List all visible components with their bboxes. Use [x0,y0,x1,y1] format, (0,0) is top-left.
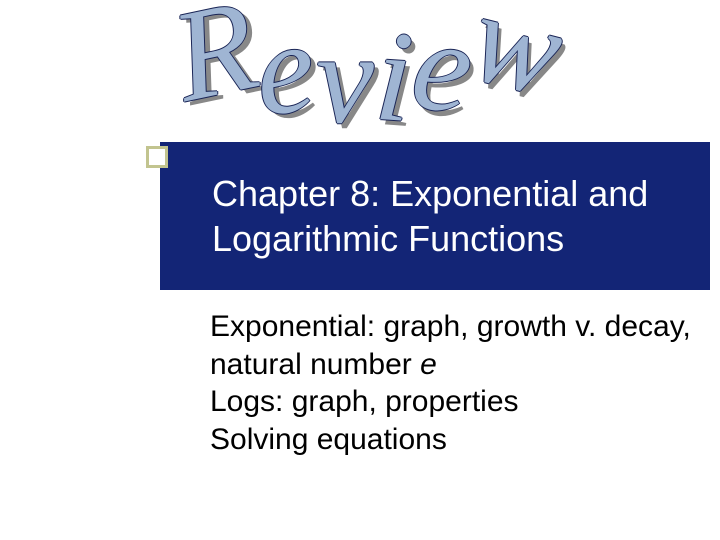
subtitle-block: Exponential: graph, growth v. decay, nat… [210,308,702,458]
slide-title: Chapter 8: Exponential and Logarithmic F… [160,171,710,261]
review-letter-e1: e [249,0,324,147]
subtitle-line-1: Exponential: graph, growth v. decay, nat… [210,308,702,383]
accent-square-icon [146,146,168,168]
subtitle-line-1-text: Exponential: graph, growth v. decay, nat… [210,310,691,381]
title-bar: Chapter 8: Exponential and Logarithmic F… [160,142,710,290]
review-letter-v: v [316,4,376,154]
review-wordart: Review [175,0,562,130]
subtitle-line-3: Solving equations [210,421,702,459]
subtitle-line-1-italic: e [420,348,437,381]
subtitle-line-2: Logs: graph, properties [210,383,702,421]
